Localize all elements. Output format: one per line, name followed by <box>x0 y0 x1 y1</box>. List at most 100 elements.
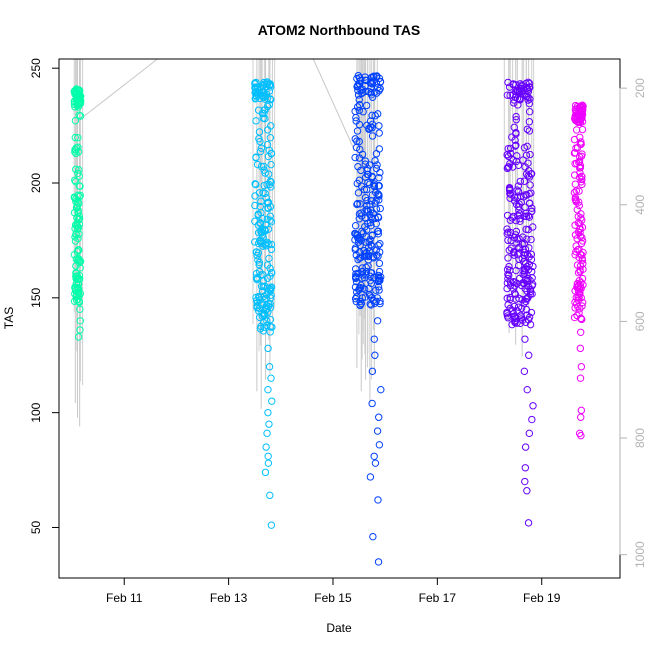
data-point-outlier <box>267 521 276 529</box>
data-point <box>74 286 83 294</box>
data-point <box>512 141 520 149</box>
axes-layer: Feb 11 Feb 13 Feb 15 Feb 17 Feb 19 50 100 150 20… <box>29 58 647 605</box>
data-point <box>576 225 584 233</box>
data-point <box>357 212 366 220</box>
data-point <box>263 305 271 313</box>
data-point <box>515 235 523 243</box>
data-point <box>75 271 84 280</box>
data-point <box>522 151 531 159</box>
data-point <box>251 201 259 210</box>
data-point <box>260 292 268 300</box>
data-point-outlier <box>576 344 585 353</box>
data-point <box>352 270 360 278</box>
data-point <box>515 249 523 257</box>
data-point <box>506 185 514 194</box>
data-point <box>503 225 511 233</box>
data-point <box>268 269 276 277</box>
data-point <box>354 86 362 95</box>
data-point <box>359 108 367 116</box>
data-point <box>376 77 385 86</box>
data-point <box>527 235 535 244</box>
data-point <box>528 280 537 288</box>
data-point <box>73 201 81 210</box>
y2-tick-label: 800 <box>633 428 647 448</box>
data-point <box>371 188 380 197</box>
data-point <box>363 164 372 173</box>
data-point <box>524 96 532 104</box>
data-point <box>263 215 271 224</box>
data-point <box>376 299 384 308</box>
data-point <box>529 223 537 231</box>
data-point <box>368 80 376 88</box>
data-point <box>372 246 380 254</box>
data-point <box>355 101 364 109</box>
data-point <box>374 276 383 285</box>
data-point <box>353 293 361 301</box>
data-point <box>523 125 531 133</box>
data-point <box>505 246 513 254</box>
data-point <box>578 254 586 263</box>
data-point-outlier <box>375 413 383 421</box>
data-point <box>252 269 261 278</box>
data-point <box>257 197 265 206</box>
data-point-outlier <box>264 459 273 467</box>
data-point <box>366 300 374 308</box>
data-point <box>364 252 373 261</box>
data-point <box>259 189 267 197</box>
data-point <box>74 246 83 254</box>
data-point <box>362 263 370 272</box>
data-point-outlier <box>76 305 84 314</box>
data-point <box>578 298 587 307</box>
data-point <box>506 278 515 286</box>
data-point-outlier <box>76 326 84 334</box>
data-point <box>74 92 83 101</box>
data-point <box>375 129 383 137</box>
data-point <box>70 194 79 202</box>
data-point <box>75 111 83 119</box>
data-point <box>252 78 260 87</box>
data-point <box>373 161 381 169</box>
data-point <box>505 271 513 280</box>
data-point-outlier <box>266 491 274 500</box>
data-point <box>260 323 268 331</box>
data-point <box>571 221 579 229</box>
data-point-outlier <box>524 519 533 527</box>
data-point <box>374 213 382 221</box>
data-point <box>365 290 374 299</box>
data-point <box>526 199 534 207</box>
data-point <box>71 178 80 186</box>
data-point <box>252 153 260 161</box>
y-axis-label: TAS <box>2 307 16 329</box>
data-point-outlier <box>76 317 84 325</box>
data-point <box>579 259 587 268</box>
data-point <box>355 106 363 115</box>
data-point <box>75 212 83 221</box>
data-point <box>363 206 371 214</box>
data-point <box>263 317 271 325</box>
data-point <box>509 156 517 164</box>
data-point <box>266 315 275 324</box>
data-point <box>520 280 528 288</box>
data-point <box>578 108 586 116</box>
data-point <box>75 230 83 238</box>
data-point <box>361 214 370 222</box>
data-point <box>516 217 524 225</box>
data-point <box>359 271 367 279</box>
data-point-outlier <box>264 408 272 417</box>
data-point <box>511 278 519 287</box>
data-point <box>573 112 581 121</box>
data-point-outlier <box>577 363 586 371</box>
data-point <box>374 241 382 249</box>
data-point <box>368 124 376 132</box>
data-point-outlier <box>529 402 537 410</box>
data-point <box>519 156 527 164</box>
data-point <box>259 81 267 90</box>
data-point <box>504 228 512 236</box>
data-point <box>576 153 584 161</box>
data-point <box>361 73 369 81</box>
data-point <box>525 244 533 252</box>
data-point-outlier <box>366 473 375 481</box>
y-tick-label: 250 <box>29 58 43 78</box>
data-point <box>516 177 525 186</box>
data-point <box>73 225 82 233</box>
